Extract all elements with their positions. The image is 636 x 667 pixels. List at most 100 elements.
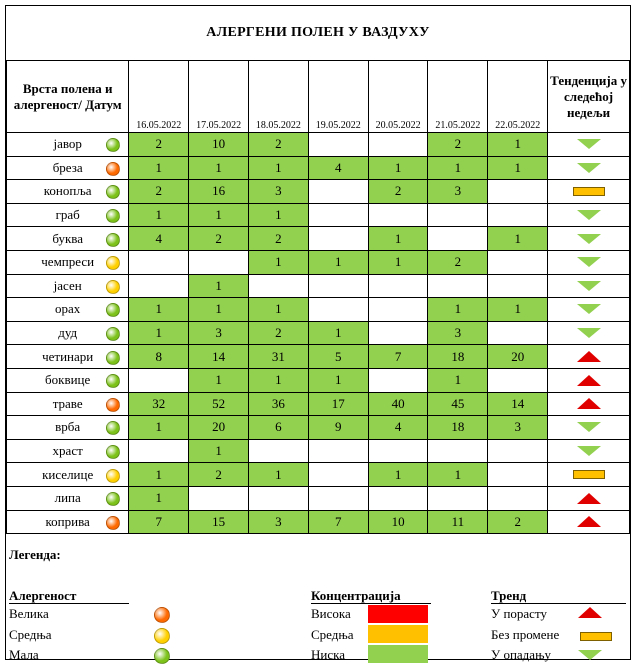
value-cell xyxy=(487,249,549,275)
value-cell: 1 xyxy=(427,297,489,322)
allergen-high-dot-icon xyxy=(106,397,121,412)
table-row: четинари 8 14 31 5 7 18 20 xyxy=(5,344,630,369)
table-row: храст 1 xyxy=(5,438,630,464)
allergen-low-dot-icon xyxy=(154,648,170,664)
trend-down-icon xyxy=(576,233,601,244)
value-cell: 1 xyxy=(188,273,249,299)
value-cell: 1 xyxy=(128,297,190,322)
value-cell xyxy=(427,273,489,299)
legend-allergen-underline xyxy=(9,603,129,604)
species-name: конопља xyxy=(43,183,92,199)
allergen-low-dot-icon xyxy=(106,327,121,342)
value-cell: 1 xyxy=(188,438,249,464)
value-cell: 3 xyxy=(188,320,249,346)
header-date: 20.05.2022 xyxy=(367,60,429,133)
value-cell: 36 xyxy=(248,391,309,417)
value-cell xyxy=(248,273,309,299)
value-cell xyxy=(367,273,429,299)
value-cell: 3 xyxy=(427,179,489,204)
species-name: траве xyxy=(52,395,83,411)
value-cell: 7 xyxy=(128,509,190,535)
legend-trend-flat: Без промене xyxy=(491,627,560,642)
species-cell: орах xyxy=(5,297,130,322)
trend-cell xyxy=(547,509,630,535)
trend-down-icon xyxy=(576,139,601,150)
species-name: киселице xyxy=(42,466,94,482)
trend-cell xyxy=(547,320,630,346)
allergen-low-dot-icon xyxy=(106,232,121,247)
value-cell: 32 xyxy=(128,391,190,417)
legend-trend-underline xyxy=(491,603,626,604)
value-cell xyxy=(427,438,489,464)
value-cell: 1 xyxy=(188,297,249,322)
value-cell: 1 xyxy=(248,249,309,275)
value-cell xyxy=(128,438,190,464)
value-cell xyxy=(248,485,309,511)
species-cell: коприва xyxy=(5,509,130,535)
pollen-report: АЛЕРГЕНИ ПОЛЕН У ВАЗДУХУ Врста полена и … xyxy=(5,5,631,664)
value-cell xyxy=(367,297,429,322)
value-cell: 1 xyxy=(487,297,549,322)
trend-up-icon xyxy=(576,492,601,504)
trend-cell xyxy=(547,155,630,181)
value-cell xyxy=(367,132,429,157)
value-cell xyxy=(128,249,190,275)
species-cell: четинари xyxy=(5,344,130,369)
trend-cell xyxy=(547,462,630,487)
allergen-low-dot-icon xyxy=(106,138,121,153)
value-cell: 1 xyxy=(487,155,549,181)
header-date: 22.05.2022 xyxy=(487,60,549,133)
value-cell: 9 xyxy=(307,415,369,440)
legend-trend-down: У опадању xyxy=(491,647,551,662)
trend-flat-icon xyxy=(572,186,605,196)
legend-allergen-high: Велика xyxy=(9,606,49,621)
value-cell: 31 xyxy=(248,344,309,369)
trend-cell xyxy=(547,367,630,393)
value-cell: 3 xyxy=(248,179,309,204)
species-cell: граб xyxy=(5,202,130,228)
allergen-low-dot-icon xyxy=(106,421,121,436)
value-cell: 7 xyxy=(307,509,369,535)
value-cell xyxy=(128,367,190,393)
allergen-medium-dot-icon xyxy=(106,468,121,483)
species-name: врба xyxy=(55,419,81,435)
value-cell: 11 xyxy=(427,509,489,535)
species-cell: траве xyxy=(5,391,130,417)
trend-cell xyxy=(547,344,630,369)
value-cell: 7 xyxy=(367,344,429,369)
legend-allergen-heading: Алергеност xyxy=(9,588,77,603)
allergen-low-dot-icon xyxy=(106,209,121,224)
value-cell: 1 xyxy=(248,297,309,322)
value-cell: 1 xyxy=(487,226,549,251)
value-cell: 1 xyxy=(248,202,309,228)
value-cell: 2 xyxy=(128,132,190,157)
value-cell xyxy=(367,202,429,228)
value-cell xyxy=(367,367,429,393)
table-row: јасен 1 xyxy=(5,273,630,299)
value-cell: 10 xyxy=(367,509,429,535)
value-cell xyxy=(307,226,369,251)
value-cell: 1 xyxy=(248,462,309,487)
table-row: бреза 1 1 1 4 1 1 1 xyxy=(5,155,630,181)
value-cell: 1 xyxy=(427,155,489,181)
value-cell: 2 xyxy=(248,132,309,157)
trend-cell xyxy=(547,391,630,417)
conc-low-swatch xyxy=(368,645,428,663)
species-cell: липа xyxy=(5,485,130,511)
allergen-low-dot-icon xyxy=(106,374,121,389)
header-date: 18.05.2022 xyxy=(248,60,309,133)
header-row: Врста полена и алергеност/ Датум 16.05.2… xyxy=(5,60,630,133)
value-cell: 1 xyxy=(427,367,489,393)
table-row: коприва 7 15 3 7 10 11 2 xyxy=(5,509,630,535)
value-cell xyxy=(487,462,549,487)
value-cell: 18 xyxy=(427,415,489,440)
trend-up-icon xyxy=(576,516,601,528)
value-cell: 1 xyxy=(188,155,249,181)
table-row: јавор 2 10 2 2 1 xyxy=(5,132,630,157)
value-cell xyxy=(487,367,549,393)
species-name: граб xyxy=(55,207,80,223)
species-name: орах xyxy=(55,301,81,317)
value-cell: 1 xyxy=(427,462,489,487)
value-cell: 2 xyxy=(427,249,489,275)
value-cell: 2 xyxy=(128,179,190,204)
